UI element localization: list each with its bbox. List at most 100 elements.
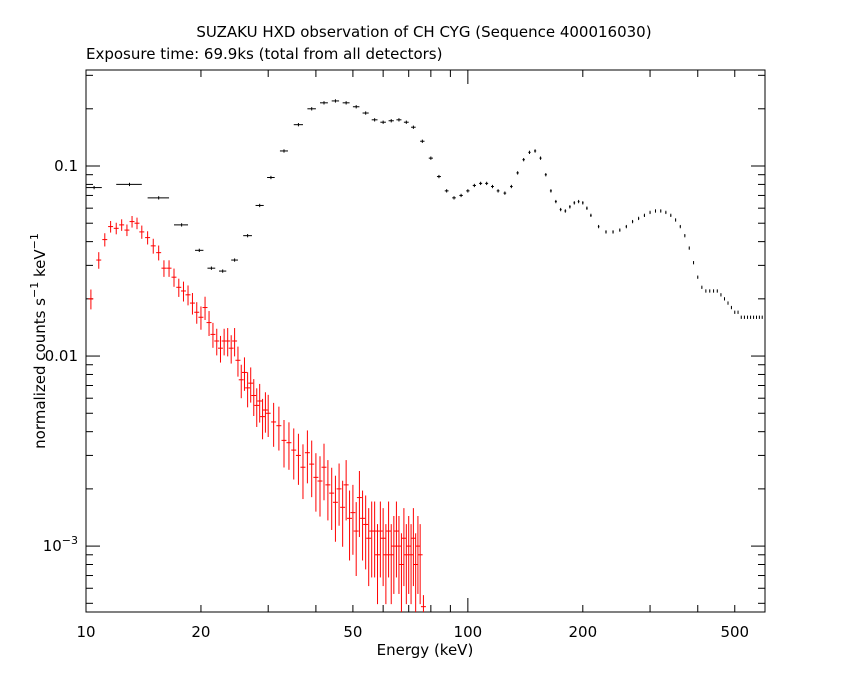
- data-point: [228, 335, 234, 364]
- x-tick-label: 200: [568, 623, 597, 641]
- data-point: [479, 181, 483, 186]
- data-point: [459, 193, 463, 198]
- data-point: [528, 150, 531, 155]
- y-tick-label: 10−3: [43, 534, 78, 555]
- data-point: [472, 183, 476, 188]
- data-point: [307, 107, 316, 111]
- data-point: [150, 238, 156, 254]
- svg-text:normalized counts s−1 keV−1: normalized counts s−1 keV−1: [28, 233, 49, 449]
- data-point: [251, 379, 257, 417]
- data-point: [265, 394, 271, 438]
- data-point: [386, 501, 392, 578]
- y-axis-label: normalized counts s−1 keV−1: [28, 233, 49, 449]
- data-point: [241, 357, 247, 391]
- x-tick-label: 10: [76, 623, 95, 641]
- data-point: [380, 508, 386, 587]
- data-point: [516, 171, 519, 175]
- data-point: [248, 367, 254, 403]
- data-point: [697, 275, 699, 279]
- data-point: [491, 184, 494, 189]
- data-point: [304, 430, 310, 484]
- data-point: [210, 322, 216, 348]
- data-point: [317, 456, 323, 517]
- data-point: [255, 203, 264, 208]
- data-point: [363, 495, 369, 570]
- data-point: [313, 453, 319, 512]
- data-point: [420, 595, 426, 612]
- data-point: [260, 398, 266, 440]
- data-point: [720, 293, 722, 297]
- data-point: [325, 460, 331, 521]
- y-tick-label: 0.01: [45, 347, 78, 365]
- data-point: [638, 216, 640, 221]
- data-point: [590, 213, 592, 218]
- data-point: [145, 231, 151, 245]
- data-point: [727, 301, 729, 305]
- data-point: [573, 201, 576, 205]
- data-point: [675, 218, 677, 222]
- plot-frame: [85, 69, 766, 613]
- chart-title: SUZAKU HXD observation of CH CYG (Sequen…: [196, 23, 651, 41]
- data-point: [217, 335, 223, 363]
- data-point: [401, 508, 407, 587]
- data-point: [388, 524, 394, 605]
- data-point: [577, 199, 580, 204]
- data-point: [202, 296, 208, 320]
- data-point: [291, 428, 297, 480]
- data-point: [340, 480, 346, 547]
- data-point: [342, 101, 350, 105]
- data-point: [352, 105, 360, 109]
- data-point: [758, 315, 760, 319]
- data-point: [688, 246, 690, 250]
- data-point: [533, 149, 537, 153]
- data-point: [665, 210, 667, 215]
- data-point: [362, 111, 369, 115]
- data-point: [102, 233, 108, 247]
- data-point: [597, 224, 600, 229]
- data-point: [444, 189, 449, 193]
- data-point: [568, 205, 571, 209]
- data-point: [238, 364, 244, 399]
- data-point: [156, 245, 162, 261]
- data-point: [329, 467, 335, 530]
- data-point: [276, 406, 282, 451]
- series-layer: [86, 99, 763, 612]
- data-point: [332, 475, 338, 542]
- data-point: [347, 490, 353, 561]
- data-point: [701, 285, 703, 289]
- data-point: [730, 305, 732, 310]
- data-point: [660, 209, 662, 213]
- data-point: [86, 185, 102, 190]
- data-point: [369, 501, 375, 578]
- data-point: [207, 266, 216, 270]
- data-point: [295, 433, 301, 485]
- data-point: [410, 508, 416, 587]
- data-point: [293, 123, 303, 127]
- data-point: [750, 315, 752, 319]
- data-point: [257, 383, 263, 423]
- data-point: [375, 524, 380, 605]
- data-point: [119, 219, 125, 231]
- data-point: [281, 419, 287, 468]
- data-point: [420, 139, 425, 143]
- data-point: [564, 209, 567, 213]
- data-point: [124, 224, 130, 237]
- data-point: [539, 156, 542, 160]
- data-point: [403, 524, 409, 605]
- data-point: [195, 248, 204, 252]
- data-point: [113, 222, 119, 235]
- data-point: [173, 223, 189, 227]
- data-point: [428, 156, 433, 160]
- y-tick-label: 0.1: [54, 157, 78, 175]
- data-point: [436, 174, 441, 179]
- data-point: [496, 189, 500, 193]
- x-tick-label: 100: [454, 623, 483, 641]
- data-point: [740, 315, 742, 319]
- data-point: [232, 328, 238, 357]
- data-point: [245, 372, 251, 408]
- data-point: [643, 213, 645, 218]
- data-point: [279, 149, 288, 153]
- data-point: [189, 292, 195, 315]
- data-point: [522, 158, 525, 162]
- data-point: [221, 328, 227, 356]
